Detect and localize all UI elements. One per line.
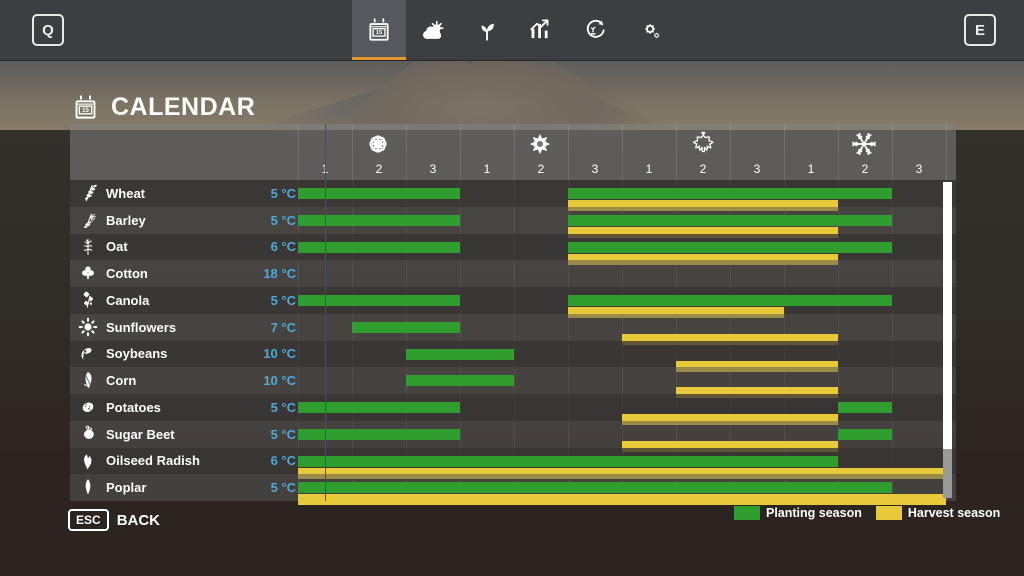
svg-text:15: 15 — [376, 30, 383, 36]
svg-text:15: 15 — [82, 107, 89, 113]
